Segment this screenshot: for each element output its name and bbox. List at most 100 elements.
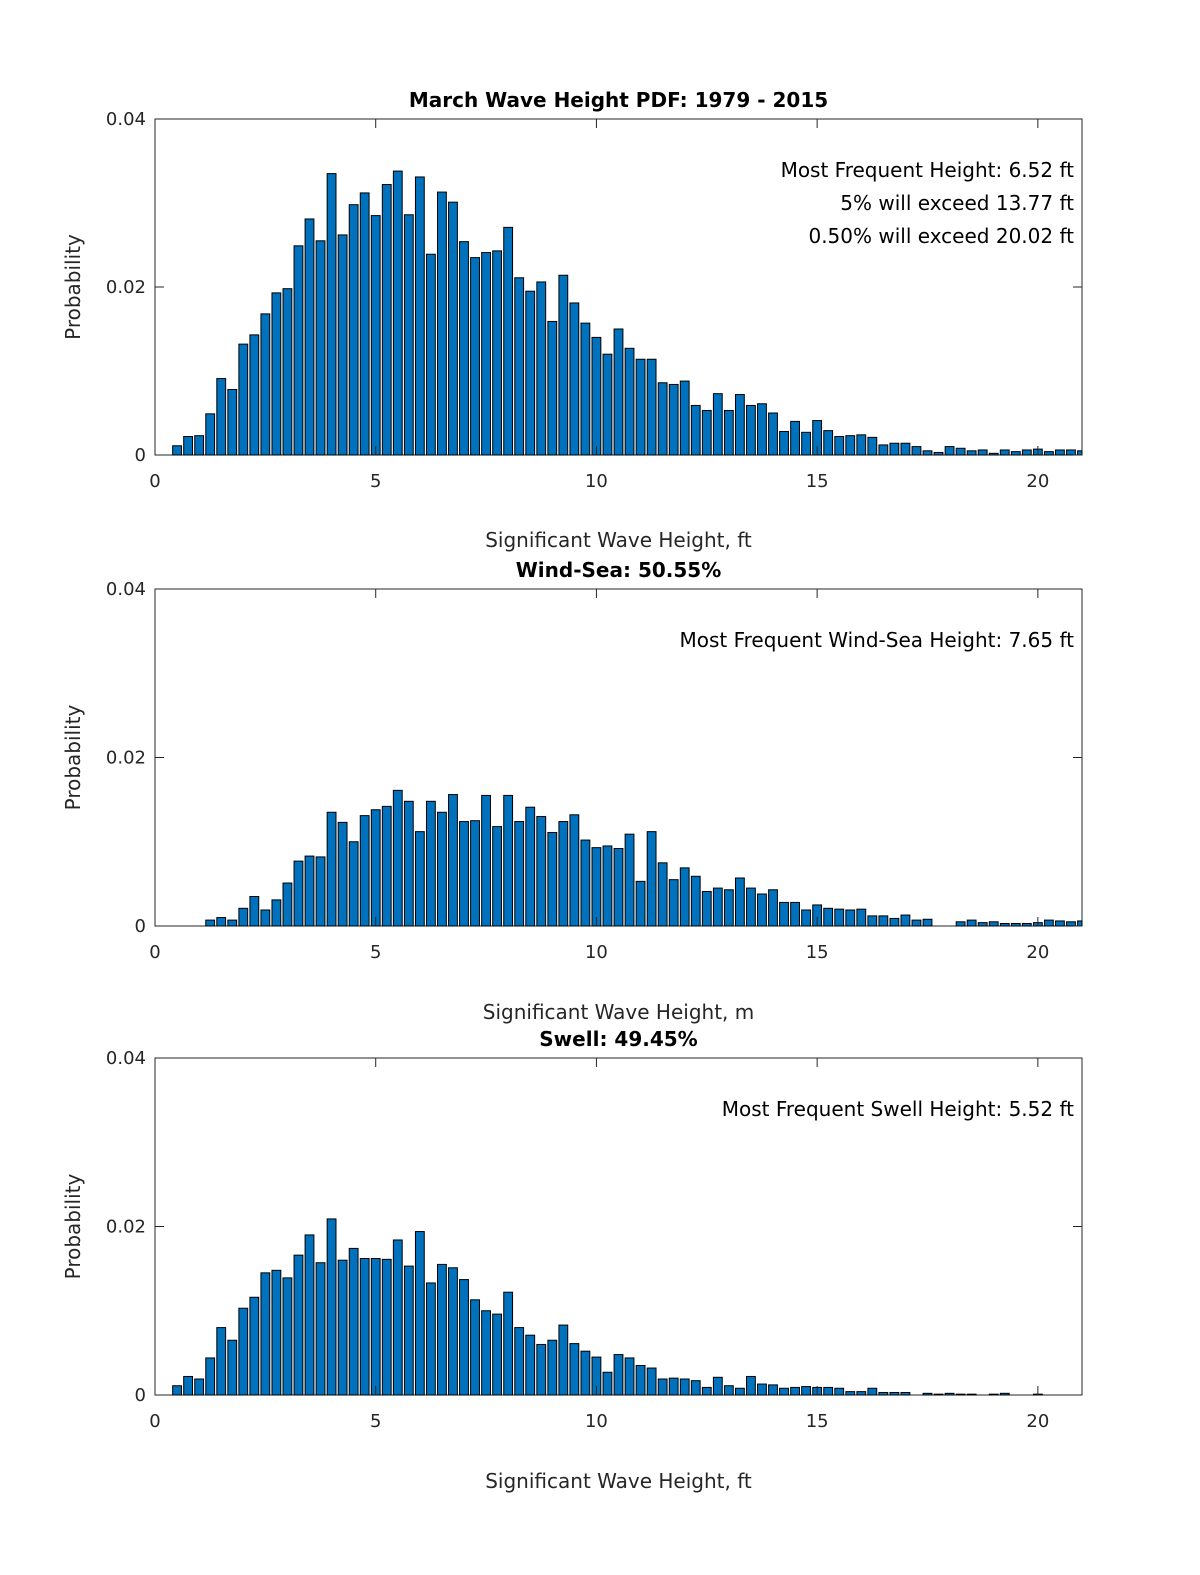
chart2-bar [679, 867, 690, 927]
chart2-bar [547, 831, 558, 927]
chart1-bar [944, 446, 955, 456]
chart2-bar [1077, 920, 1083, 927]
chart2-x-axis-label: Significant Wave Height, m [483, 1000, 754, 1024]
chart1-x-tick-label: 5 [370, 471, 381, 492]
chart3-bar [580, 1350, 591, 1396]
chart1-bar [525, 290, 536, 456]
chart3-bar [944, 1392, 955, 1396]
chart3-bar [768, 1384, 778, 1396]
chart2-bar [569, 814, 580, 927]
chart2-bar [1066, 921, 1076, 927]
chart3-bar [602, 1371, 613, 1396]
chart3-bar [172, 1385, 182, 1396]
chart2-x-tick-label: 0 [149, 942, 160, 963]
chart1-y-tick-label: 0.02 [106, 277, 146, 298]
chart2-bar [966, 919, 977, 927]
chart3-x-tick-label: 10 [585, 1411, 608, 1432]
chart1-bar [999, 449, 1010, 456]
chart1-bar [723, 409, 734, 456]
chart1-bar [227, 388, 238, 456]
chart1-bar [911, 446, 922, 456]
chart3-y-tick-label: 0.04 [106, 1048, 146, 1069]
chart3-bar [712, 1376, 723, 1396]
chart1-bar [845, 435, 856, 456]
chart3-title: Swell: 49.45% [539, 1027, 697, 1051]
chart2-bar [304, 855, 315, 927]
chart2-bar [337, 821, 348, 927]
chart3-bar [470, 1299, 480, 1396]
chart3-x-tick-label: 0 [149, 1411, 160, 1432]
chart2-bar [867, 915, 878, 927]
chart2-bar [712, 887, 723, 927]
chart1-bar [282, 288, 293, 456]
chart3-bar [867, 1387, 878, 1396]
chart1-bar [955, 447, 966, 456]
chart3-bar [238, 1307, 249, 1396]
chart3-bar [337, 1259, 348, 1396]
chart2-bar [293, 860, 304, 927]
chart1-bar [183, 436, 194, 456]
chart1-bar [470, 257, 480, 456]
chart2-bar [723, 889, 734, 927]
chart1-bar [690, 404, 701, 456]
chart3-bar [856, 1391, 867, 1396]
chart3-bar [183, 1375, 194, 1396]
chart1-bar [768, 412, 778, 456]
chart2-bar [690, 875, 701, 927]
chart1-bar [635, 358, 646, 456]
chart1-bar [701, 409, 712, 456]
chart1-bar [856, 434, 867, 456]
chart2-bar [734, 877, 745, 927]
chart2-bar [801, 909, 812, 927]
chart3-bar [359, 1258, 370, 1396]
chart1-x-tick-label: 10 [585, 471, 608, 492]
chart1-bar [304, 218, 315, 456]
chart1-x-tick-label: 15 [806, 471, 829, 492]
chart1-bar [922, 450, 933, 456]
chart1-title: March Wave Height PDF: 1979 - 2015 [409, 88, 828, 112]
chart3-bar [746, 1375, 756, 1396]
chart3-bar [845, 1391, 856, 1396]
chart3-x-tick-label: 20 [1026, 1411, 1049, 1432]
chart3-bar [779, 1387, 789, 1396]
chart1-y-tick-label: 0 [135, 445, 146, 466]
chart1-bar [172, 445, 182, 456]
chart1-bar [591, 336, 602, 456]
chart3-bar [569, 1343, 580, 1396]
chart1-bar [933, 451, 944, 456]
chart1-bar [889, 442, 900, 456]
chart1-bar [326, 173, 337, 456]
chart3-bar [381, 1258, 392, 1396]
chart1-bar [370, 215, 381, 456]
chart2-bar [856, 908, 867, 927]
chart1-bar [547, 320, 558, 456]
chart2-bar [216, 917, 227, 927]
chart1-bar [558, 274, 569, 456]
chart1-bar [712, 393, 723, 456]
chart3-bar [370, 1258, 381, 1396]
chart2-bar [481, 794, 491, 927]
chart3-bar [613, 1354, 624, 1396]
chart1-bar [878, 444, 889, 456]
chart2-y-axis-label: Probability [61, 704, 85, 810]
chart1-bar [414, 176, 425, 456]
chart1-bar [194, 435, 205, 456]
chart2-bar [448, 794, 458, 927]
chart3-bar [481, 1310, 491, 1396]
chart2-bar [558, 821, 569, 927]
chart2-bar [900, 914, 911, 927]
chart2-bar [503, 794, 514, 927]
chart1-bar [392, 170, 403, 456]
chart3-x-tick-label: 15 [806, 1411, 829, 1432]
chart1-bar [757, 403, 767, 456]
chart1-bar [734, 394, 745, 456]
chart2-bar [779, 901, 789, 927]
chart2-bar [999, 922, 1010, 927]
chart3-bar [646, 1367, 657, 1396]
chart3-bar [348, 1247, 359, 1396]
chart1-bar [448, 201, 458, 456]
chart1-bar [216, 378, 227, 456]
chart3-bar [657, 1378, 668, 1396]
chart1-bar [657, 382, 668, 456]
